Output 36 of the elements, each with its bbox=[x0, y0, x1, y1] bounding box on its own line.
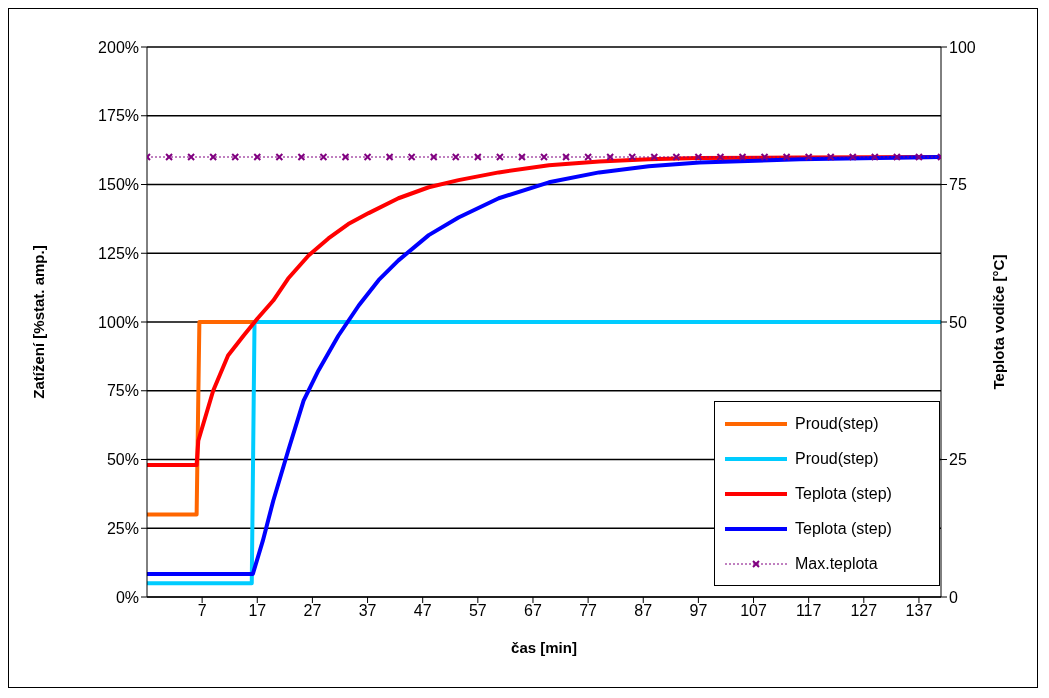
legend-label: Proud(step) bbox=[795, 414, 879, 433]
y2-axis-title: Teplota vodiče [°C] bbox=[990, 254, 1008, 390]
y-tick-label: 50% bbox=[106, 451, 139, 469]
x-axis-title: čas [min] bbox=[511, 639, 577, 656]
y-tick-label: 0% bbox=[115, 588, 139, 606]
y2-tick-label: 25 bbox=[949, 451, 967, 469]
y-tick-label: 150% bbox=[98, 176, 139, 194]
y-axis-title: Zatížení [%stat. amp.] bbox=[30, 245, 48, 399]
legend-label: Max.teplota bbox=[795, 554, 878, 573]
x-tick-label: 37 bbox=[358, 602, 377, 620]
x-tick-label: 27 bbox=[303, 602, 322, 620]
legend-label: Teplota (step) bbox=[795, 519, 892, 538]
x-tick-label: 87 bbox=[634, 602, 653, 620]
x-tick-label: 137 bbox=[905, 602, 933, 620]
x-tick-label: 77 bbox=[579, 602, 598, 620]
x-tick-label: 57 bbox=[468, 602, 487, 620]
x-tick-label: 67 bbox=[524, 602, 542, 620]
x-tick-label: 17 bbox=[248, 602, 267, 620]
x-tick-label: 97 bbox=[689, 602, 708, 620]
y2-tick-label: 0 bbox=[949, 588, 958, 606]
x-tick-label: 107 bbox=[740, 602, 767, 620]
y-tick-label: 100% bbox=[98, 313, 139, 331]
x-tick-label: 127 bbox=[850, 602, 878, 620]
x-tick-label: 47 bbox=[413, 602, 432, 620]
y-tick-label: 200% bbox=[98, 38, 139, 56]
y2-tick-label: 100 bbox=[949, 38, 976, 56]
y2-tick-label: 50 bbox=[949, 313, 967, 331]
y-tick-label: 25% bbox=[106, 519, 139, 537]
y-tick-label: 75% bbox=[106, 382, 139, 400]
x-tick-label: 7 bbox=[197, 602, 207, 620]
legend-label: Teplota (step) bbox=[795, 484, 892, 503]
y2-tick-label: 75 bbox=[949, 176, 967, 194]
x-tick-label: 117 bbox=[795, 602, 822, 620]
y-tick-label: 175% bbox=[98, 107, 139, 125]
legend-label: Proud(step) bbox=[795, 449, 879, 468]
y-tick-label: 125% bbox=[98, 244, 139, 262]
